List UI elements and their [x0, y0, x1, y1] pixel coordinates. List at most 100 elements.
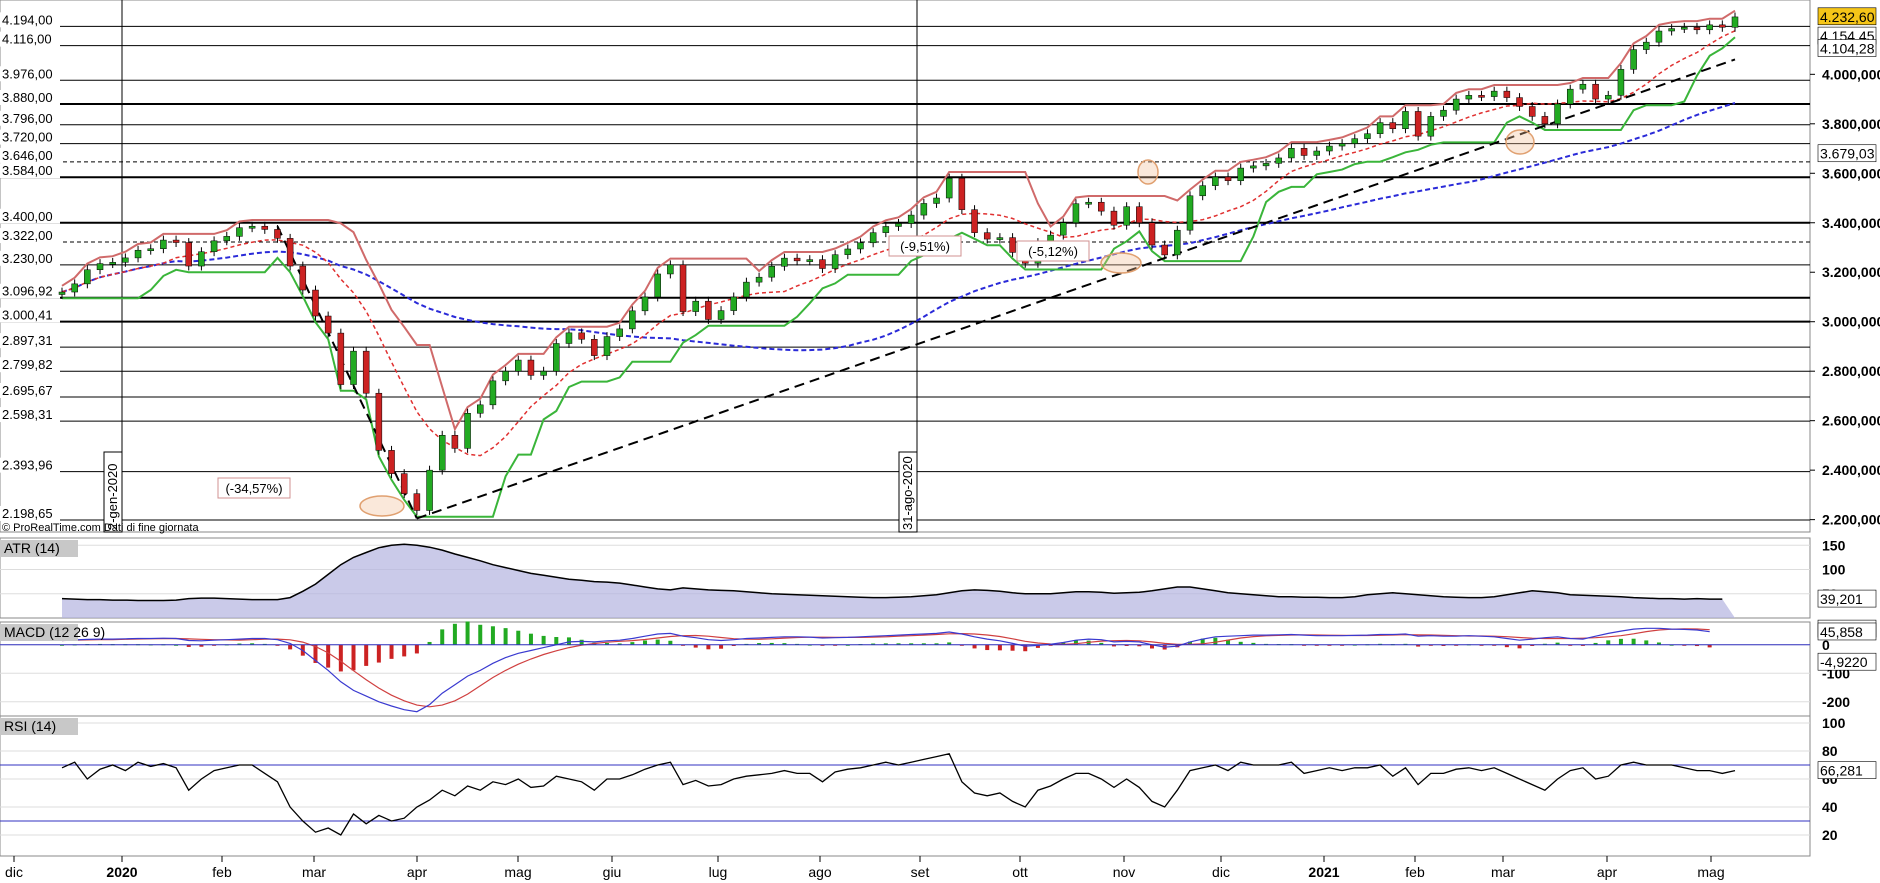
candle-body — [1072, 203, 1080, 224]
candle-body — [1503, 90, 1511, 98]
candle-body — [958, 177, 966, 210]
candle-body — [286, 238, 294, 267]
macd-histogram-bar — [643, 640, 648, 645]
candle-body — [781, 257, 788, 267]
price-axis-tick-label: 3.800,000 — [1822, 116, 1880, 132]
macd-histogram-bar — [465, 621, 470, 645]
indicator-title-bg — [0, 624, 78, 641]
candle-body — [1376, 122, 1384, 134]
annotation-label: (-34,57%) — [225, 481, 282, 496]
macd-histogram-bar — [947, 642, 952, 645]
candle-body — [198, 251, 205, 267]
candle-body — [603, 336, 611, 356]
candle-body — [248, 225, 256, 229]
macd-badge-label: 45,858 — [1820, 624, 1863, 640]
candle-body — [730, 296, 737, 311]
macd-histogram-bar — [351, 644, 356, 671]
candle-body — [134, 249, 142, 259]
macd-histogram-bar — [1694, 644, 1699, 647]
circled-low — [359, 495, 405, 517]
candle-body — [882, 226, 890, 233]
x-axis-tick-label: 2021 — [1308, 864, 1339, 880]
macd-histogram-bar — [1238, 641, 1243, 645]
candle-body — [1693, 27, 1701, 31]
candle-body — [172, 239, 180, 243]
macd-histogram-bar — [566, 637, 571, 645]
atr-badge-label: 39,201 — [1820, 591, 1863, 607]
candle-body — [299, 265, 307, 291]
macd-histogram-bar — [1530, 644, 1535, 646]
price-axis-tick-label: 2.800,000 — [1822, 363, 1880, 379]
macd-histogram-bar — [668, 640, 673, 645]
candle-body — [413, 493, 421, 511]
candle-body — [1566, 88, 1574, 105]
indicator-title: ATR (14) — [4, 540, 60, 556]
rsi-badge — [1817, 761, 1877, 779]
macd-histogram-bar — [541, 635, 546, 645]
candle-body — [1123, 206, 1130, 226]
candle-body — [1338, 143, 1346, 147]
price-level-label-bg — [0, 383, 60, 399]
candle-body — [679, 264, 687, 312]
candle-body — [1719, 24, 1726, 28]
x-axis-tick-label: mag — [504, 864, 531, 880]
macd-histogram-bar — [516, 630, 521, 645]
price-level-label: 2.799,82 — [2, 357, 53, 372]
candle-body — [591, 339, 598, 356]
macd-histogram-bar — [364, 644, 369, 666]
annotation-box — [1016, 240, 1090, 262]
macd-histogram-bar — [1618, 638, 1623, 645]
price-axis-tick-label: 3.200,000 — [1822, 264, 1880, 280]
candle-body — [1465, 95, 1473, 100]
candle-body — [1060, 222, 1067, 236]
macd-histogram-bar — [1061, 642, 1066, 645]
candle-body — [58, 291, 66, 295]
macd-histogram-bar — [630, 642, 635, 645]
macd-histogram-bar — [1416, 644, 1421, 647]
candle-body — [350, 350, 357, 385]
candle-body — [324, 315, 332, 334]
candle-body — [1516, 97, 1523, 107]
candle-body — [1237, 167, 1244, 181]
candle-body — [1630, 49, 1637, 70]
price-level-label: 3.584,00 — [2, 163, 53, 178]
macd-signal-line — [61, 628, 1710, 708]
candle-body — [920, 203, 928, 216]
candle-body — [1085, 201, 1092, 205]
candle-body — [895, 223, 902, 227]
upper-band-line — [61, 9, 1736, 432]
price-level-label-bg — [0, 31, 60, 47]
candle-body — [236, 227, 243, 237]
candle-body — [312, 289, 319, 317]
atr-area — [62, 544, 1735, 618]
candle-body — [1161, 244, 1168, 256]
candle-body — [1098, 201, 1105, 212]
x-axis-tick-label: set — [911, 864, 930, 880]
macd-histogram-bar — [719, 644, 724, 649]
candle-body — [1731, 16, 1739, 28]
annotation-label: (-5,12%) — [1028, 244, 1078, 259]
candle-body — [1224, 176, 1232, 181]
candle-body — [1351, 138, 1359, 144]
candle-body — [1541, 116, 1549, 125]
macd-histogram-bar — [1251, 642, 1256, 645]
candle-body — [477, 404, 484, 414]
circled-low — [1137, 159, 1159, 185]
candle-body — [1136, 206, 1143, 224]
price-level-label: 3.796,00 — [2, 111, 53, 126]
candle-body — [185, 242, 192, 267]
macd-histogram-bar — [1580, 644, 1585, 646]
candle-body — [1643, 41, 1650, 50]
candle-body — [844, 248, 852, 255]
price-level-label: 2.393,96 — [2, 458, 53, 473]
indicator-axis-tick-label: 100 — [1822, 715, 1846, 731]
macd-histogram-bar — [427, 641, 432, 645]
vertical-marker-label: 31-ago-2020 — [900, 456, 915, 530]
candle-body — [1174, 229, 1181, 256]
moving-average-long — [61, 102, 1736, 352]
macd-histogram-bar — [554, 637, 559, 645]
x-axis-tick-label: dic — [1212, 864, 1230, 880]
price-level-label-bg — [0, 457, 60, 473]
macd-histogram-bar — [693, 644, 698, 648]
